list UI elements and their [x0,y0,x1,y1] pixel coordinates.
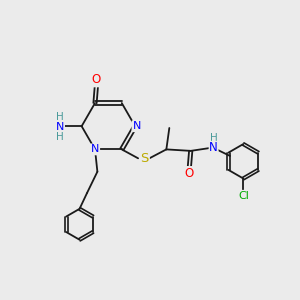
Text: H: H [210,133,218,143]
Text: O: O [184,167,194,180]
Text: N: N [91,144,99,154]
Text: H: H [56,112,64,122]
Text: N: N [132,121,141,131]
Text: H: H [56,132,64,142]
Text: S: S [140,152,149,165]
Text: N: N [56,122,64,132]
Text: Cl: Cl [238,191,249,201]
Text: O: O [92,74,101,86]
Text: N: N [209,141,218,154]
